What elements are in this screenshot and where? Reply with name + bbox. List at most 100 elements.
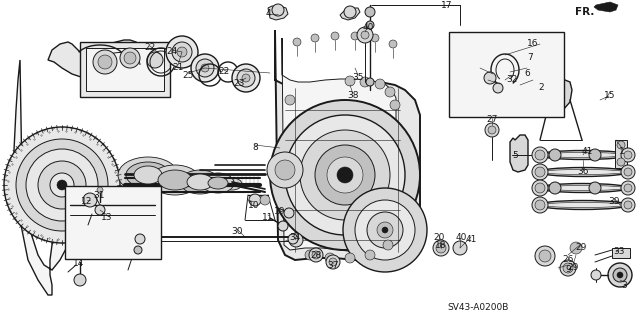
Ellipse shape — [187, 174, 213, 190]
Circle shape — [560, 260, 576, 276]
Ellipse shape — [166, 174, 184, 186]
Text: 11: 11 — [262, 213, 274, 222]
Circle shape — [343, 188, 427, 272]
Circle shape — [345, 253, 355, 263]
Text: 34: 34 — [289, 234, 301, 242]
Ellipse shape — [222, 178, 242, 190]
Circle shape — [367, 212, 403, 248]
Text: 1: 1 — [619, 147, 625, 157]
Polygon shape — [510, 135, 528, 172]
Text: 8: 8 — [252, 143, 258, 152]
Circle shape — [311, 34, 319, 42]
Circle shape — [166, 36, 198, 68]
Circle shape — [366, 21, 374, 29]
Circle shape — [436, 243, 446, 253]
Text: 41: 41 — [465, 234, 477, 243]
Circle shape — [563, 263, 573, 273]
Circle shape — [242, 74, 250, 82]
Text: 4: 4 — [265, 10, 271, 19]
Text: 28: 28 — [310, 250, 322, 259]
Text: 15: 15 — [604, 92, 616, 100]
Circle shape — [589, 149, 601, 161]
Circle shape — [532, 197, 548, 213]
Circle shape — [344, 6, 356, 18]
Circle shape — [624, 151, 632, 159]
Text: 20: 20 — [433, 233, 445, 241]
Circle shape — [613, 268, 627, 282]
Text: 21: 21 — [172, 63, 184, 71]
Circle shape — [624, 201, 632, 209]
Text: 7: 7 — [527, 54, 533, 63]
Circle shape — [377, 222, 393, 238]
Circle shape — [535, 200, 545, 210]
Ellipse shape — [134, 166, 162, 184]
Circle shape — [278, 221, 288, 231]
Ellipse shape — [538, 167, 628, 176]
Bar — [615, 140, 627, 168]
Circle shape — [375, 79, 385, 89]
Circle shape — [433, 240, 449, 256]
Circle shape — [147, 52, 163, 68]
Circle shape — [624, 184, 632, 192]
Circle shape — [331, 32, 339, 40]
Text: 2: 2 — [538, 84, 544, 93]
Text: 39: 39 — [608, 197, 620, 205]
Text: 27: 27 — [486, 115, 498, 123]
Circle shape — [98, 55, 112, 69]
Circle shape — [120, 48, 140, 68]
Ellipse shape — [141, 170, 155, 180]
Circle shape — [366, 78, 374, 86]
Circle shape — [621, 165, 635, 179]
Circle shape — [535, 150, 545, 160]
Text: 23: 23 — [234, 79, 244, 88]
Circle shape — [337, 167, 353, 183]
Text: 37: 37 — [327, 261, 339, 270]
Text: 5: 5 — [512, 151, 518, 160]
Circle shape — [325, 253, 335, 263]
Circle shape — [326, 255, 340, 269]
Circle shape — [305, 250, 315, 260]
Circle shape — [95, 205, 105, 215]
Circle shape — [355, 200, 415, 260]
Circle shape — [249, 194, 261, 206]
Text: 19: 19 — [275, 206, 285, 216]
Circle shape — [539, 250, 551, 262]
Polygon shape — [594, 2, 618, 12]
Circle shape — [617, 272, 623, 278]
Circle shape — [589, 182, 601, 194]
Text: 18: 18 — [435, 241, 447, 249]
Circle shape — [232, 64, 260, 92]
Text: 12: 12 — [81, 197, 93, 205]
Ellipse shape — [208, 177, 228, 189]
Polygon shape — [275, 30, 420, 262]
Text: 9: 9 — [565, 265, 571, 275]
Text: 25: 25 — [182, 70, 194, 79]
Text: 16: 16 — [527, 40, 539, 48]
Polygon shape — [14, 60, 72, 295]
Circle shape — [300, 130, 390, 220]
Circle shape — [260, 195, 270, 205]
Circle shape — [57, 180, 67, 190]
Text: 31: 31 — [93, 190, 105, 199]
Circle shape — [621, 148, 635, 162]
Bar — [612, 248, 630, 258]
Circle shape — [532, 180, 548, 196]
Text: 13: 13 — [101, 213, 113, 222]
Text: 14: 14 — [74, 259, 84, 269]
Text: 38: 38 — [348, 92, 359, 100]
Circle shape — [97, 187, 103, 193]
Ellipse shape — [541, 169, 625, 174]
Ellipse shape — [541, 152, 625, 158]
Circle shape — [621, 198, 635, 212]
Circle shape — [390, 100, 400, 110]
Circle shape — [382, 227, 388, 233]
Circle shape — [285, 115, 405, 235]
Text: 30: 30 — [231, 226, 243, 235]
Circle shape — [535, 183, 545, 193]
Text: 40: 40 — [455, 234, 467, 242]
Text: FR.: FR. — [575, 7, 595, 17]
Ellipse shape — [538, 183, 628, 192]
Text: 33: 33 — [613, 248, 625, 256]
Circle shape — [535, 246, 555, 266]
Circle shape — [272, 4, 284, 16]
